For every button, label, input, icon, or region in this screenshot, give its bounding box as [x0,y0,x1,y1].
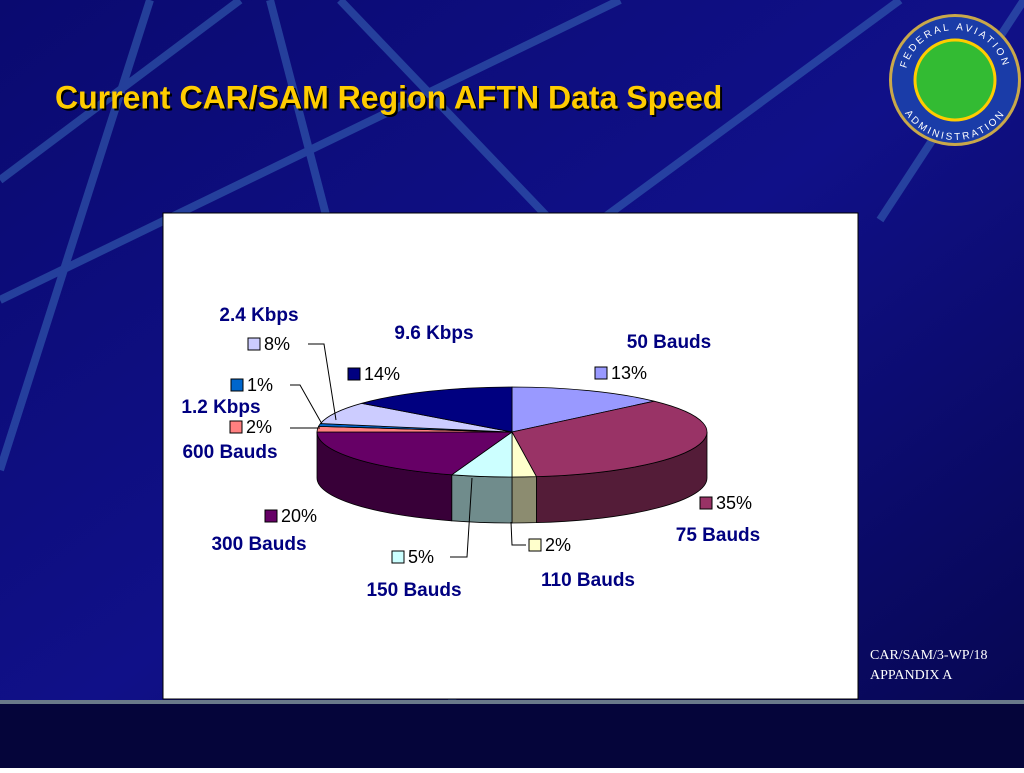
slice-side [511,476,537,524]
data-label: 20% [281,506,317,526]
slice [511,400,708,478]
slice-side [451,474,513,524]
data-label: 14% [364,364,400,384]
leader-line [308,343,337,421]
logo-globe [913,38,997,122]
legend-key [230,378,244,392]
faa-logo: FEDERAL AVIATION ADMINISTRATION [889,14,1021,146]
category-label: 300 Bauds [211,534,306,555]
data-label: 1% [247,375,273,395]
slice [319,402,513,433]
slice [316,431,514,476]
data-label: 2% [545,535,571,555]
data-label: 5% [408,547,434,567]
category-label: 2.4 Kbps [219,305,298,326]
leader-line [450,477,473,558]
pie-chart: 13% 50 Bauds 35% 75 Bauds 2% 110 Bauds 5% 150 B… [181,305,760,601]
category-label: 75 Bauds [676,525,760,546]
category-label: 9.6 Kbps [394,323,473,344]
leader-line [510,521,526,546]
legend-key [264,509,278,523]
data-label: 35% [716,493,752,513]
footer-text: CAR/SAM/3-WP/18 [870,648,987,663]
legend-key [528,538,542,552]
slice [361,386,513,433]
chart-title: Current CAR/SAM Region AFTN Data Speed [55,79,722,115]
legend-key [391,550,405,564]
data-label: 13% [611,363,647,383]
title-shadow: Current CAR/SAM Region AFTN Data Speed [57,81,724,117]
category-label: 600 Bauds [182,442,277,463]
footer-band [0,704,1024,768]
category-label: 50 Bauds [627,332,711,353]
category-label: 1.2 Kbps [181,397,260,418]
legend-key [229,420,243,434]
footer-text: APPANDIX A [870,668,953,683]
legend-key [699,496,713,510]
legend-key [247,337,261,351]
slice [511,386,655,433]
data-label: 8% [264,334,290,354]
category-label: 110 Bauds [541,570,635,591]
leader-line [290,384,323,425]
data-label: 2% [246,417,272,437]
legend-key [347,367,361,381]
footer-rule [0,700,1024,704]
category-label: 150 Bauds [366,580,461,601]
legend-key [594,366,608,380]
